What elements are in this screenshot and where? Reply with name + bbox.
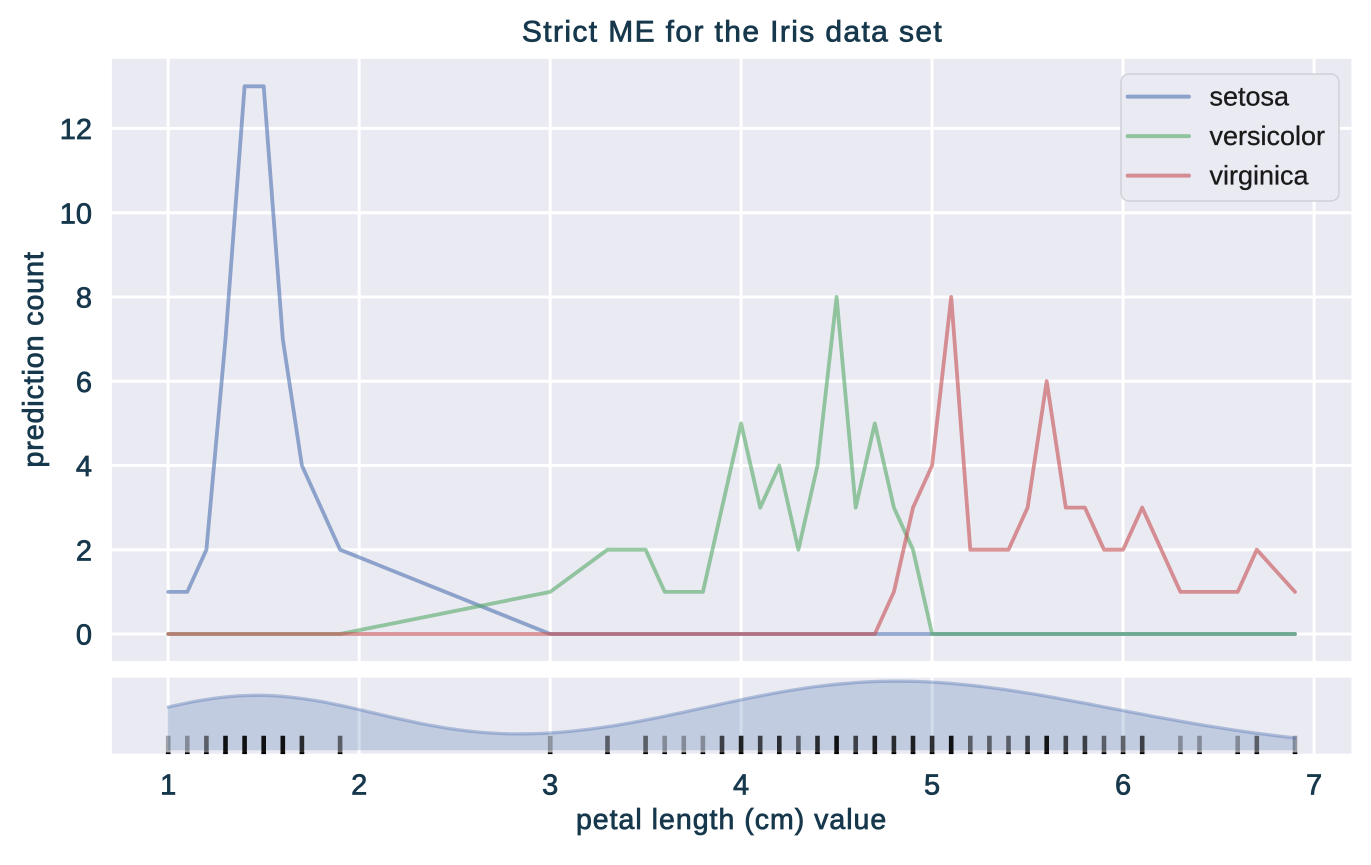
svg-text:6: 6 — [76, 367, 92, 399]
svg-text:4: 4 — [733, 770, 749, 802]
svg-text:1: 1 — [160, 770, 176, 802]
svg-text:4: 4 — [76, 451, 92, 483]
svg-text:2: 2 — [76, 535, 92, 567]
svg-text:setosa: setosa — [1210, 82, 1291, 112]
svg-text:prediction count: prediction count — [18, 251, 50, 467]
svg-text:8: 8 — [76, 283, 92, 315]
svg-text:0: 0 — [76, 620, 92, 652]
svg-text:6: 6 — [1115, 770, 1131, 802]
svg-text:7: 7 — [1306, 770, 1322, 802]
svg-text:Strict ME for the Iris data se: Strict ME for the Iris data set — [522, 16, 943, 49]
svg-text:virginica: virginica — [1210, 161, 1310, 191]
svg-text:5: 5 — [924, 770, 940, 802]
svg-text:2: 2 — [351, 770, 367, 802]
svg-text:12: 12 — [60, 114, 92, 146]
svg-text:10: 10 — [60, 198, 92, 230]
svg-text:3: 3 — [542, 770, 558, 802]
svg-text:versicolor: versicolor — [1210, 121, 1326, 151]
svg-text:petal length (cm) value: petal length (cm) value — [576, 804, 887, 836]
